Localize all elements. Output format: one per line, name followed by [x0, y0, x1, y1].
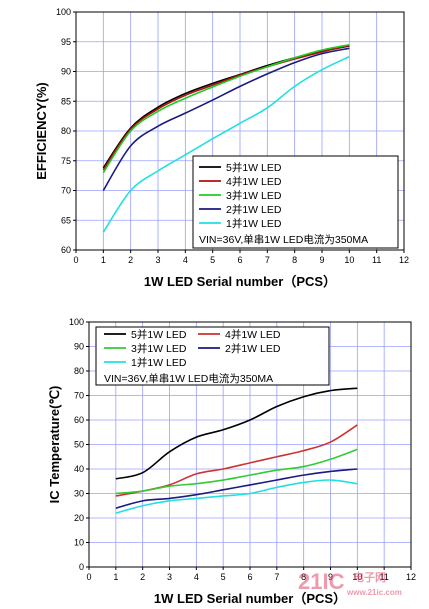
watermark-logo: 21IC: [298, 569, 345, 594]
x-tick-label: 6: [247, 572, 252, 582]
x-axis-label: 1W LED Serial number（PCS）: [144, 274, 336, 289]
x-tick-label: 11: [379, 572, 388, 582]
y-axis-label: IC Temperature(℃): [47, 386, 62, 504]
series-line-2: [115, 424, 358, 497]
temperature-chart: 0 1 2 3 4 5 6 7 8 9 10 11 1201020304050607080901001W…: [47, 317, 416, 606]
series-line-1: [115, 387, 358, 480]
y-tick-label: 75: [61, 156, 71, 166]
y-tick-label: 70: [74, 391, 84, 401]
legend: 5并1W LED 4并1W LED 3并1W LED 2并1W LED 1并1W LED…: [95, 326, 330, 386]
y-tick-label: 40: [74, 464, 84, 474]
y-tick-label: 100: [69, 317, 84, 327]
x-tick-label: 5: [221, 572, 226, 582]
watermark-text: 电子网: [353, 570, 386, 584]
legend-label: 4并1W LED: [226, 175, 282, 188]
y-tick-label: 50: [74, 440, 84, 450]
x-tick-label: 4: [183, 255, 188, 265]
x-tick-label: 12: [406, 572, 416, 582]
legend-note: VIN=36V,单串1W LED电流为350MA: [104, 372, 273, 385]
y-tick-label: 10: [74, 538, 84, 548]
y-tick-label: 90: [74, 342, 84, 352]
y-tick-label: 30: [74, 489, 84, 499]
y-tick-label: 85: [61, 96, 71, 106]
series-line-5: [102, 55, 350, 233]
x-tick-label: 10: [352, 572, 362, 582]
legend-box: [192, 155, 399, 249]
series-line-2: [102, 44, 350, 171]
watermark-url: www.21ic.com: [346, 588, 402, 597]
x-tick-label: 1: [101, 255, 106, 265]
x-tick-label: 8: [292, 255, 297, 265]
x-tick-label: 0: [73, 255, 78, 265]
y-tick-label: 20: [74, 513, 84, 523]
x-tick-label: 4: [194, 572, 199, 582]
legend-note: VIN=36V,单串1W LED电流为350MA: [199, 233, 368, 246]
series-line-5: [115, 479, 358, 514]
series-line-1: [102, 45, 350, 169]
legend-label: 2并1W LED: [225, 342, 281, 355]
y-tick-label: 65: [61, 215, 71, 225]
x-tick-label: 10: [344, 255, 354, 265]
x-tick-label: 2: [140, 572, 145, 582]
legend-label: 2并1W LED: [226, 203, 282, 216]
legend-label: 3并1W LED: [226, 189, 282, 202]
site-watermark: 21IC 电子网 www.21ic.com: [298, 569, 402, 597]
x-tick-label: 3: [167, 572, 172, 582]
x-tick-label: 9: [319, 255, 324, 265]
x-tick-label: 9: [328, 572, 333, 582]
legend-label: 4并1W LED: [225, 328, 281, 341]
legend-label: 5并1W LED: [131, 328, 187, 341]
legend-label: 1并1W LED: [226, 217, 282, 230]
x-axis-label: 1W LED Serial number（PCS）: [154, 591, 346, 606]
x-tick-label: 7: [265, 255, 270, 265]
legend-label: 3并1W LED: [131, 342, 187, 355]
series-line-4: [102, 47, 350, 191]
legend-label: 5并1W LED: [226, 161, 282, 174]
y-axis-label: EFFICIENCY(%): [34, 82, 49, 180]
y-tick-label: 80: [74, 366, 84, 376]
y-tick-label: 70: [61, 186, 71, 196]
x-tick-label: 7: [274, 572, 279, 582]
x-tick-label: 6: [237, 255, 242, 265]
x-tick-label: 0: [86, 572, 91, 582]
x-tick-label: 11: [372, 255, 381, 265]
x-tick-label: 8: [301, 572, 306, 582]
series-line-4: [115, 468, 358, 509]
x-tick-label: 12: [399, 255, 409, 265]
x-tick-label: 1: [113, 572, 118, 582]
y-tick-label: 95: [61, 37, 71, 47]
y-tick-label: 100: [56, 7, 71, 17]
y-tick-label: 60: [74, 415, 84, 425]
legend-label: 1并1W LED: [131, 356, 187, 369]
y-tick-label: 0: [79, 562, 84, 572]
y-tick-label: 90: [61, 67, 71, 77]
x-tick-label: 3: [155, 255, 160, 265]
x-tick-label: 5: [210, 255, 215, 265]
series-line-3: [115, 448, 358, 495]
y-tick-label: 60: [61, 245, 71, 255]
y-tick-label: 80: [61, 126, 71, 136]
x-tick-label: 2: [128, 255, 133, 265]
legend-box: [95, 326, 330, 386]
series-line-3: [102, 43, 350, 174]
